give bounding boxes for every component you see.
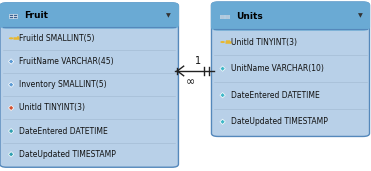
FancyBboxPatch shape (211, 2, 370, 136)
Text: FruitId SMALLINT(5): FruitId SMALLINT(5) (19, 34, 95, 43)
Polygon shape (220, 66, 225, 71)
Circle shape (9, 37, 13, 39)
Polygon shape (9, 59, 14, 64)
Bar (13, 14, 17, 16)
Polygon shape (220, 93, 225, 98)
FancyBboxPatch shape (211, 2, 370, 30)
Bar (9, 16, 13, 18)
Text: Inventory SMALLINT(5): Inventory SMALLINT(5) (19, 80, 107, 89)
Text: UnitName VARCHAR(10): UnitName VARCHAR(10) (231, 64, 324, 73)
Bar (13, 16, 17, 18)
Text: UnitId TINYINT(3): UnitId TINYINT(3) (231, 38, 297, 47)
Text: DateUpdated TIMESTAMP: DateUpdated TIMESTAMP (19, 150, 116, 159)
Text: ▼: ▼ (167, 13, 171, 18)
Bar (214, 17, 367, 29)
Text: DateEntered DATETIME: DateEntered DATETIME (231, 91, 319, 100)
Polygon shape (9, 105, 14, 111)
Text: Units: Units (236, 12, 263, 21)
Bar (9, 14, 13, 16)
Bar (225, 17, 229, 18)
Bar (220, 15, 224, 16)
Polygon shape (220, 119, 225, 124)
Text: DateUpdated TIMESTAMP: DateUpdated TIMESTAMP (231, 117, 328, 126)
Polygon shape (9, 152, 14, 157)
Polygon shape (9, 128, 14, 134)
Text: Fruit: Fruit (24, 11, 49, 20)
Polygon shape (9, 82, 14, 87)
Circle shape (220, 41, 225, 43)
FancyBboxPatch shape (0, 3, 178, 167)
Text: UnitId TINYINT(3): UnitId TINYINT(3) (19, 103, 85, 112)
FancyBboxPatch shape (0, 3, 178, 28)
Bar (3, 17, 175, 27)
Text: FruitName VARCHAR(45): FruitName VARCHAR(45) (19, 57, 114, 66)
Bar (225, 15, 229, 16)
Text: ▼: ▼ (358, 14, 362, 19)
Text: 1: 1 (195, 56, 201, 66)
Text: DateEntered DATETIME: DateEntered DATETIME (19, 127, 108, 136)
Bar (220, 17, 224, 18)
Text: ∞: ∞ (186, 77, 195, 87)
